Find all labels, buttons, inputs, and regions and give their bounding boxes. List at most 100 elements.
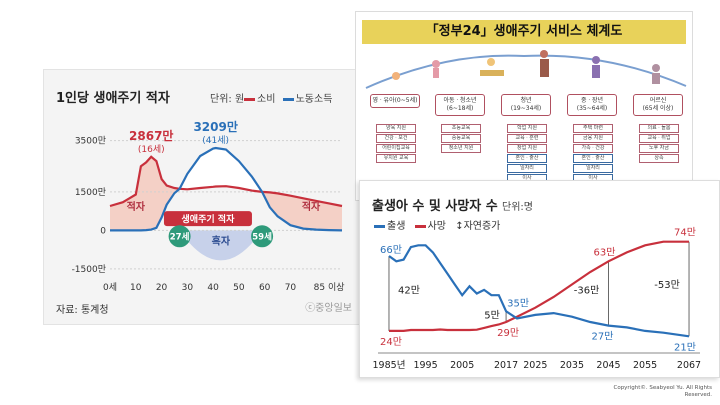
service-item: 일자리 bbox=[573, 164, 613, 173]
surplus-clear-area bbox=[179, 148, 263, 192]
surplus-label: 흑자 bbox=[212, 234, 231, 247]
cross-59-badge-label: 59세 bbox=[252, 231, 272, 242]
x-tick-label: 85 이상 bbox=[314, 282, 345, 293]
births-2045-label: 27만 bbox=[592, 331, 614, 343]
legend-births: 출생 bbox=[387, 221, 406, 232]
baby-figure-icon bbox=[392, 72, 400, 80]
legend-natural-increase: 자연증가 bbox=[463, 221, 501, 232]
y-tick-label: -1500만 bbox=[72, 264, 106, 275]
life-arc bbox=[365, 54, 687, 89]
births-unit: 단위:명 bbox=[502, 202, 533, 213]
y-tick-label: 0 bbox=[100, 226, 106, 236]
stage-range: (6~18세) bbox=[446, 105, 474, 113]
cross-27-badge-label: 27세 bbox=[170, 231, 190, 242]
stage-name: 어르신 bbox=[649, 97, 667, 104]
lifecycle-unit: 단위: 원 bbox=[210, 94, 245, 105]
births-2067-label: 21만 bbox=[674, 341, 696, 353]
deficit-left-label: 적자 bbox=[127, 200, 146, 213]
peak-deficit-label: 2867만 bbox=[129, 128, 173, 143]
deficit-badge bbox=[163, 211, 252, 227]
service-diagram-title: 「정부24」생애주기 서비스 체계도 bbox=[362, 20, 686, 44]
child-figure-icon bbox=[432, 60, 440, 68]
service-item: 학업 지원 bbox=[507, 124, 547, 133]
deaths-2045-label: 63만 bbox=[594, 246, 616, 258]
joongang-logo: ⓒ중앙일보 bbox=[305, 303, 352, 314]
lifecycle-legend: 소비 노동소득 bbox=[244, 90, 332, 105]
service-item: 건강ㆍ보건 bbox=[376, 134, 416, 143]
births-line bbox=[388, 244, 690, 338]
natural-increase-marker: ↕ bbox=[455, 221, 464, 232]
peak-deficit-age-label: (16세) bbox=[138, 144, 165, 155]
service-item: 교육ㆍ취업 bbox=[639, 134, 679, 143]
labor-income-line bbox=[110, 146, 343, 232]
gap-2045-label: -36만 bbox=[574, 284, 600, 296]
service-item: 의료ㆍ돌봄 bbox=[639, 124, 679, 133]
stage-range: (35~64세) bbox=[576, 105, 608, 113]
x-tick-label: 60 bbox=[259, 283, 271, 293]
births-2017-label: 35만 bbox=[507, 297, 529, 309]
source-note: 자료: 통계청 bbox=[56, 305, 109, 316]
legend-deaths: 사망 bbox=[427, 221, 446, 232]
x-tick-label: 2045 bbox=[596, 360, 620, 371]
service-item: 일자리 bbox=[507, 164, 547, 173]
elder-figure-icon bbox=[652, 64, 660, 72]
lifecycle-chart-title: 1인당 생애주기 적자 bbox=[56, 91, 170, 106]
service-item: 청소년 지원 bbox=[441, 144, 481, 153]
stage-box: 영ㆍ유아(0~5세) bbox=[370, 94, 420, 109]
deficit-area bbox=[110, 148, 342, 231]
people-illustration bbox=[392, 50, 660, 84]
deaths-2067-label: 74만 bbox=[674, 227, 696, 239]
deficit-badge-label: 생애주기 적자 bbox=[182, 213, 236, 225]
stage-box: 아동ㆍ청소년 (6~18세) bbox=[435, 94, 485, 117]
gap-2017-label: 5만 bbox=[484, 310, 500, 322]
deaths-2017-label: 29만 bbox=[497, 327, 519, 339]
service-illustration bbox=[365, 50, 687, 89]
service-item: 유치원 교육 bbox=[376, 154, 416, 163]
x-tick-label: 0세 bbox=[103, 282, 117, 293]
gap-1985-label: 42만 bbox=[398, 284, 420, 296]
legend-consumption: 소비 bbox=[257, 94, 276, 105]
consumption-line bbox=[109, 155, 343, 208]
x-tick-label: 10 bbox=[130, 283, 142, 293]
service-item: 노후 자금 bbox=[639, 144, 679, 153]
x-tick-label: 40 bbox=[207, 283, 219, 293]
copyright-note: Copyright©. Seabyeol Yu. All Rights Rese… bbox=[613, 385, 712, 398]
legend-labor-income: 노동소득 bbox=[295, 94, 333, 105]
family-figure-icon bbox=[592, 56, 600, 64]
service-item: 주택 마련 bbox=[573, 124, 613, 133]
surplus-area bbox=[179, 230, 263, 261]
x-tick-label: 2025 bbox=[523, 360, 547, 371]
peak-income-age-label: (41세) bbox=[202, 135, 229, 146]
deaths-line bbox=[389, 240, 689, 332]
service-item: 금융 지원 bbox=[573, 134, 613, 143]
lifecycle-deficit-chart: 3500만 1500만 0 -1500만 0세 10 20 30 40 50 60 70 85 이상 28… bbox=[72, 119, 345, 293]
cross-27-badge bbox=[168, 225, 191, 248]
births-legend: 출생 사망 ↕자연증가 bbox=[374, 217, 500, 232]
births-1985-label: 66만 bbox=[380, 244, 402, 256]
x-tick-label: 1985년 bbox=[373, 360, 406, 371]
x-tick-label: 30 bbox=[182, 283, 194, 293]
stage-box: 청년 (19~34세) bbox=[501, 94, 551, 117]
worker-figure-icon bbox=[540, 50, 548, 58]
service-item: 양육 지원 bbox=[376, 124, 416, 133]
students-figure-icon bbox=[487, 58, 495, 66]
x-tick-label: 2005 bbox=[450, 360, 474, 371]
stage-box: 중ㆍ장년 (35~64세) bbox=[567, 94, 617, 117]
service-item: 교육ㆍ훈련 bbox=[507, 134, 547, 143]
service-item: 혼인ㆍ출산 bbox=[507, 154, 547, 163]
y-tick-label: 1500만 bbox=[75, 187, 106, 198]
stage-name: 영ㆍ유아(0~5세) bbox=[372, 97, 418, 104]
x-tick-label: 70 bbox=[285, 283, 297, 293]
stage-name: 아동ㆍ청소년 bbox=[443, 97, 477, 104]
service-item: 가족ㆍ건강 bbox=[573, 144, 613, 153]
y-tick-label: 3500만 bbox=[75, 136, 106, 147]
stage-name: 청년 bbox=[520, 97, 532, 104]
deaths-1985-label: 24만 bbox=[380, 336, 402, 348]
deficit-right-label: 적자 bbox=[302, 200, 321, 213]
stage-box: 어르신 (65세 이상) bbox=[633, 94, 683, 117]
peak-income-label: 3209만 bbox=[193, 119, 237, 134]
lifecycle-deficit-panel: 3500만 1500만 0 -1500만 0세 10 20 30 40 50 60 70 85 이상 28… bbox=[43, 69, 363, 325]
service-item: 상속 bbox=[639, 154, 679, 163]
x-tick-label: 2035 bbox=[560, 360, 584, 371]
x-tick-label: 2017 bbox=[494, 360, 518, 371]
